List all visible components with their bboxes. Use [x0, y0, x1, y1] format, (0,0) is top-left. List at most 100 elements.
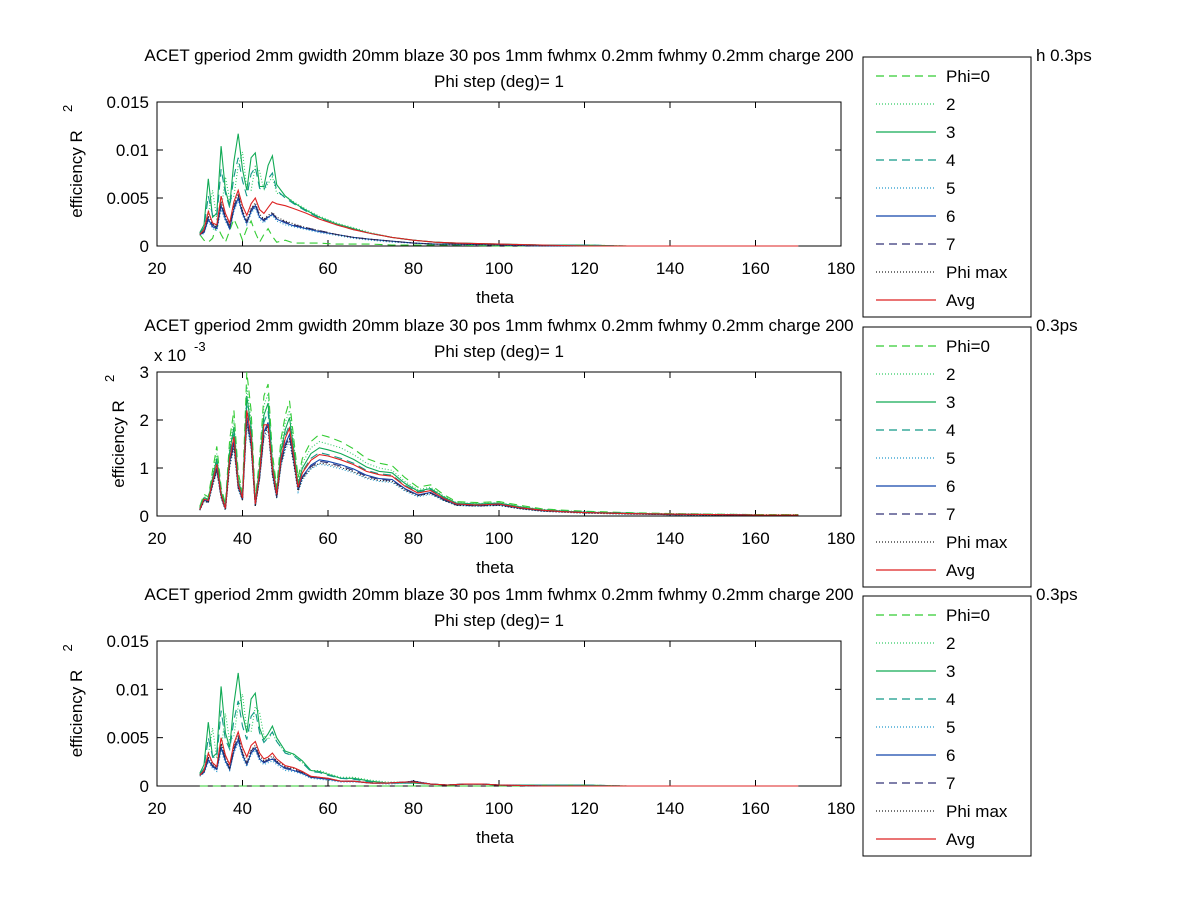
legend-label: 4 [946, 690, 955, 709]
y-tick-label: 0 [140, 237, 149, 256]
y-tick-label: 0 [140, 777, 149, 796]
x-tick-label: 80 [404, 259, 423, 278]
y-tick-label: 1 [140, 459, 149, 478]
x-tick-label: 180 [827, 259, 855, 278]
x-tick-label: 60 [319, 529, 338, 548]
x-tick-label: 100 [485, 529, 513, 548]
x-axis-label: theta [476, 288, 514, 307]
series-line-9 [199, 730, 799, 787]
legend: Phi=0 2 3 4 5 6 7 Phi max Avg [862, 595, 1032, 857]
x-tick-label: 100 [485, 799, 513, 818]
x-tick-label: 60 [319, 259, 338, 278]
legend: Phi=0 2 3 4 5 6 7 Phi max Avg [862, 56, 1032, 318]
legend-label: 3 [946, 662, 955, 681]
legend-label: 5 [946, 449, 955, 468]
series-lines [199, 371, 799, 516]
x-tick-label: 120 [570, 259, 598, 278]
legend-label: 2 [946, 365, 955, 384]
legend-label: Phi max [946, 802, 1008, 821]
chart-title-tail: 0.3ps [1036, 316, 1078, 335]
y-exponent-sup: -3 [194, 339, 206, 354]
x-tick-label: 140 [656, 799, 684, 818]
legend-label: 5 [946, 718, 955, 737]
x-tick-label: 80 [404, 799, 423, 818]
series-line-9 [199, 188, 799, 247]
series-line-4 [199, 157, 799, 247]
x-tick-label: 160 [741, 799, 769, 818]
x-tick-label: 160 [741, 529, 769, 548]
x-axis-label: theta [476, 828, 514, 847]
series-line-8 [199, 733, 799, 787]
y-axis-label-sup: 2 [60, 644, 75, 651]
series-line-6 [199, 737, 799, 787]
x-tick-label: 40 [233, 259, 252, 278]
legend-label: 4 [946, 421, 955, 440]
chart-panel-3: ACET gperiod 2mm gwidth 20mm blaze 30 po… [60, 585, 1078, 857]
x-axis-label: theta [476, 558, 514, 577]
legend-label: Phi=0 [946, 67, 990, 86]
y-tick-label: 0 [140, 507, 149, 526]
series-line-7 [199, 193, 799, 247]
y-axis-label-group: efficiency R 2 [60, 105, 86, 218]
legend-label: Phi max [946, 533, 1008, 552]
legend-box [862, 595, 1032, 857]
x-tick-label: 160 [741, 259, 769, 278]
series-lines [199, 672, 799, 787]
legend-label: 4 [946, 151, 955, 170]
series-line-7 [199, 734, 799, 787]
y-axis-label-sup: 2 [102, 375, 117, 382]
legend-label: Phi=0 [946, 606, 990, 625]
x-tick-label: 120 [570, 799, 598, 818]
legend-label: 2 [946, 95, 955, 114]
y-tick-label: 0.01 [116, 680, 149, 699]
x-tick-label: 140 [656, 529, 684, 548]
x-tick-label: 120 [570, 529, 598, 548]
legend-label: 7 [946, 235, 955, 254]
legend: Phi=0 2 3 4 5 6 7 Phi max Avg [862, 326, 1032, 588]
legend-label: 5 [946, 179, 955, 198]
x-tick-label: 180 [827, 799, 855, 818]
chart-subtitle: Phi step (deg)= 1 [434, 342, 564, 361]
series-line-6 [199, 196, 799, 247]
x-tick-label: 80 [404, 529, 423, 548]
legend-label: 3 [946, 393, 955, 412]
plot-area [156, 101, 842, 247]
x-tick-label: 180 [827, 529, 855, 548]
legend-label: 2 [946, 634, 955, 653]
x-tick-label: 20 [148, 529, 167, 548]
series-line-8 [199, 192, 799, 247]
y-axis-label: efficiency R [67, 670, 86, 758]
chart-subtitle: Phi step (deg)= 1 [434, 611, 564, 630]
plot-area [156, 371, 842, 517]
y-tick-label: 0.015 [106, 93, 149, 112]
legend-label: Avg [946, 561, 975, 580]
series-line-4 [199, 700, 799, 787]
y-tick-label: 3 [140, 363, 149, 382]
chart-title: ACET gperiod 2mm gwidth 20mm blaze 30 po… [144, 585, 853, 604]
chart-title: ACET gperiod 2mm gwidth 20mm blaze 30 po… [144, 46, 853, 65]
chart-panel-2: ACET gperiod 2mm gwidth 20mm blaze 30 po… [102, 316, 1078, 588]
x-tick-label: 60 [319, 799, 338, 818]
chart-panel-1: ACET gperiod 2mm gwidth 20mm blaze 30 po… [60, 46, 1092, 318]
legend-box [862, 56, 1032, 318]
legend-label: 7 [946, 505, 955, 524]
legend-label: Avg [946, 291, 975, 310]
series-line-5 [199, 198, 799, 247]
chart-title-tail: 0.3ps [1036, 585, 1078, 604]
legend-label: 6 [946, 746, 955, 765]
y-axis-label: efficiency R [67, 130, 86, 218]
y-exponent-label: x 10 [154, 346, 186, 365]
legend-label: 7 [946, 774, 955, 793]
chart-subtitle: Phi step (deg)= 1 [434, 72, 564, 91]
y-tick-label: 0.01 [116, 141, 149, 160]
series-line-3 [199, 133, 799, 247]
series-line-9 [199, 410, 799, 516]
y-tick-label: 2 [140, 411, 149, 430]
series-line-5 [199, 740, 799, 787]
chart-title-tail: h 0.3ps [1036, 46, 1092, 65]
legend-label: Phi=0 [946, 337, 990, 356]
y-axis-label: efficiency R [109, 400, 128, 488]
x-tick-label: 20 [148, 259, 167, 278]
series-lines [199, 133, 799, 247]
